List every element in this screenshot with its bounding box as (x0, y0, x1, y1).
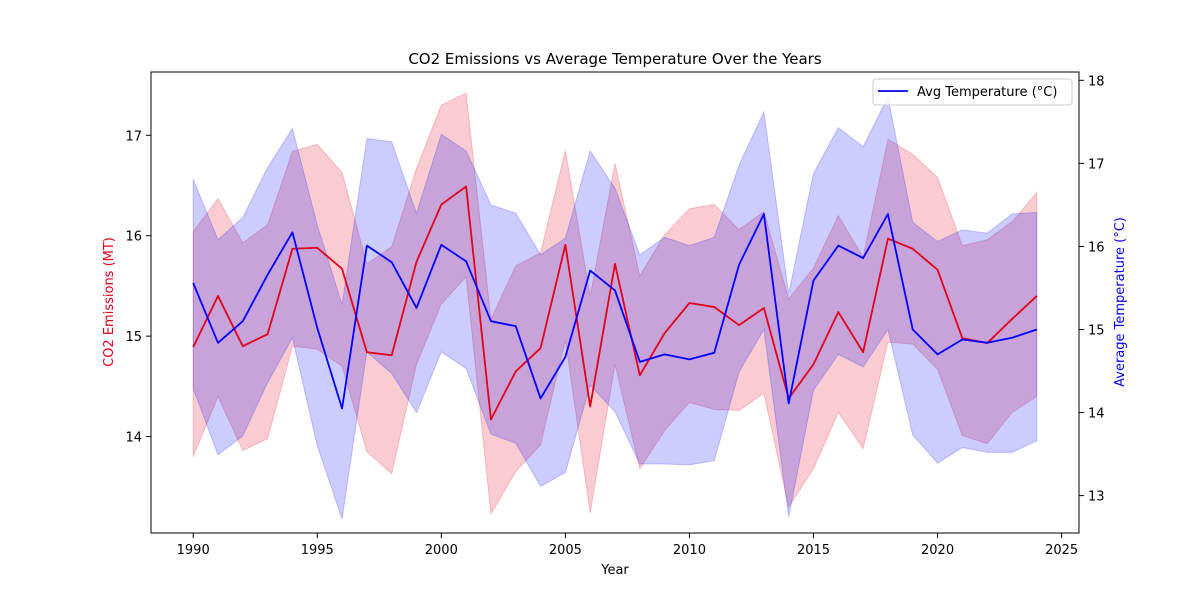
x-tick-label: 2000 (425, 543, 458, 558)
chart-title: CO2 Emissions vs Average Temperature Ove… (408, 50, 822, 68)
line-co2 (192, 185, 1038, 421)
y-axis-left: 14 15 16 17 (125, 129, 151, 446)
legend: Avg Temperature (°C) (872, 78, 1073, 106)
x-tick-label: 2010 (673, 543, 706, 558)
y-right-tick-label: 18 (1088, 74, 1105, 89)
y-right-tick-label: 17 (1088, 157, 1105, 172)
y-left-tick-label: 15 (125, 330, 142, 345)
line-temperature (192, 213, 1038, 410)
legend-box (872, 78, 1073, 106)
y-axis-right: 13 14 15 16 17 18 (1079, 74, 1105, 505)
y-right-tick-label: 14 (1088, 407, 1105, 422)
y-left-tick-label: 14 (125, 431, 142, 446)
y-axis-right-label: Average Temperature (°C) (1113, 217, 1128, 387)
band-co2 (192, 92, 1038, 516)
legend-label-temperature: Avg Temperature (°C) (917, 85, 1057, 100)
band-temperature (192, 95, 1038, 520)
x-tick-label: 1995 (301, 543, 334, 558)
y-axis-left-label: CO2 Emissions (MT) (102, 237, 117, 367)
y-left-tick-label: 16 (125, 230, 142, 245)
x-tick-label: 2015 (797, 543, 830, 558)
confidence-bands (192, 92, 1038, 520)
x-tick-label: 1990 (177, 543, 210, 558)
plot-area-frame (150, 71, 1080, 534)
x-tick-label: 2025 (1045, 543, 1078, 558)
series-lines (192, 185, 1038, 421)
x-tick-label: 2005 (549, 543, 582, 558)
x-tick-label: 2020 (921, 543, 954, 558)
y-right-tick-label: 15 (1088, 323, 1105, 338)
x-axis: 1990 1995 2000 2005 2010 2015 2020 2025 (177, 533, 1078, 558)
x-axis-label: Year (600, 563, 629, 578)
y-left-tick-label: 17 (125, 129, 142, 144)
y-right-tick-label: 16 (1088, 240, 1105, 255)
y-right-tick-label: 13 (1088, 490, 1105, 505)
